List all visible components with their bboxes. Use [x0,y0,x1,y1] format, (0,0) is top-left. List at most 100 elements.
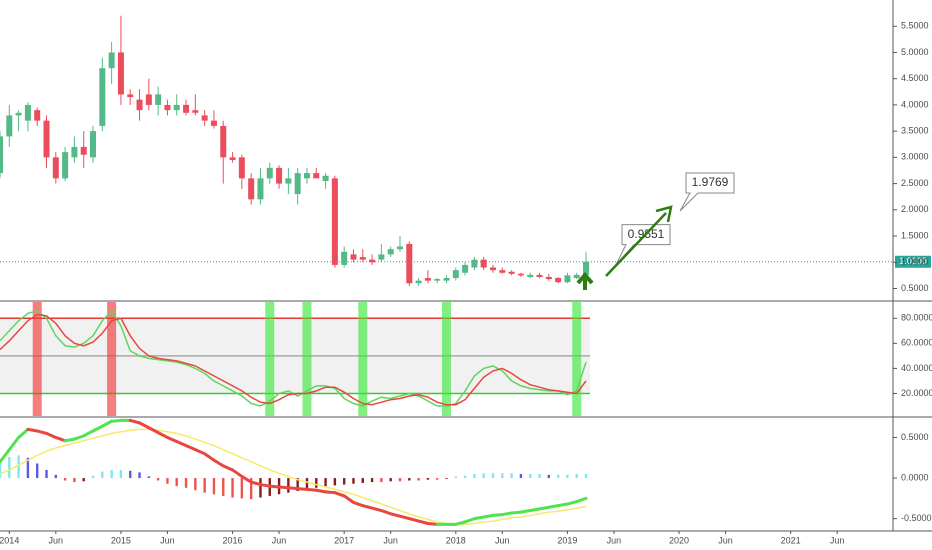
candle-body [285,178,292,184]
y-tick-label: 40.0000 [901,363,932,373]
candle-body [0,136,3,174]
x-tick-label: Jun [160,535,175,545]
macd-segment [398,514,411,521]
signal-bar [302,302,312,416]
histogram-bar [333,478,337,486]
histogram-bar [389,478,392,482]
histogram-bar [370,478,374,483]
macd-segment [268,484,281,489]
candle-body [43,120,50,158]
histogram-bar [0,460,2,479]
macd-segment [454,520,467,526]
macd-segment [463,517,476,524]
x-tick-label: Jun [383,535,398,545]
macd-segment [26,427,39,433]
macd-segment [333,491,346,498]
macd-segment [324,490,337,495]
macd-segment [389,512,402,518]
y-tick-label: 60.0000 [901,338,932,348]
x-tick-label: 2015 [111,535,131,545]
forecast-arrow [605,205,673,277]
y-tick-label: 4.5000 [901,73,929,83]
histogram-bar [194,478,197,491]
x-tick-label: 2014 [0,535,19,545]
macd-segment [231,468,244,478]
histogram-bar [231,478,234,498]
macd-segment [528,507,542,513]
y-tick-label: 4.0000 [901,99,929,109]
candle-body [434,279,441,281]
candle-body [536,274,543,277]
candle-body [331,178,338,265]
x-tick-label: Jun [830,535,845,545]
candle-body [573,274,580,279]
y-tick-label: 20.0000 [901,388,932,398]
signal-bar [265,302,275,416]
macd-segment [17,427,30,439]
x-tick-label: 2020 [669,535,689,545]
candle-body [545,276,552,280]
signal-line [0,428,587,526]
candle-body [15,112,22,116]
histogram-bar [473,474,476,479]
arrow-head [655,205,673,223]
histogram-bar [129,470,132,479]
histogram-bar [342,478,346,485]
histogram-bar [222,478,225,496]
candle-body [462,264,469,273]
candle-body [173,104,180,111]
histogram-bar [426,478,430,480]
x-tick-label: 2017 [334,535,354,545]
histogram-bar [491,473,495,479]
histogram-bar [63,478,67,481]
candle-body [341,251,348,265]
arrow-head [576,271,594,285]
histogram-bar [352,478,355,484]
histogram-bar [287,478,290,493]
histogram-bar [73,478,76,483]
histogram-bar [91,475,95,479]
macd-segment [482,513,495,519]
macd-segment [7,435,21,452]
histogram-bar [296,478,299,492]
buy-arrow [576,271,594,290]
candle-body [201,115,208,121]
histogram-bar [315,478,318,488]
candle-body [490,267,497,271]
macd-segment [314,488,328,494]
x-tick-label: Jun [495,535,510,545]
candle-body [164,104,171,111]
histogram-bar [119,469,123,479]
macd-segment [221,464,235,472]
histogram-bar [26,457,30,479]
last-price-tag [895,255,931,268]
histogram-bar [166,478,169,484]
histogram-bar [519,474,523,479]
y-tick-label: 5.5000 [901,21,929,31]
macd-segment [361,504,374,510]
candle-body [145,94,152,105]
histogram-bar [463,475,467,479]
y-tick-label: 3.5000 [901,126,929,136]
candle-body [443,278,450,281]
candle-body [359,257,366,260]
candle-body [248,178,255,200]
candle-body [471,259,478,268]
histogram-bar [101,471,104,479]
candle-body [452,270,459,279]
macd-segment [0,448,11,464]
macd-segment [193,448,207,456]
y-tick-label: 1.0000 [901,257,929,267]
candle-body [62,152,69,179]
callout-label: 1.9769 [692,175,729,189]
macd-segment [296,487,309,491]
macd-segment [175,440,188,448]
candle-body [257,178,264,200]
x-tick-label: 2016 [223,535,243,545]
macd-segment [426,522,439,526]
macd-segment [110,418,123,423]
candle-body [378,254,385,260]
x-tick-label: Jun [718,535,733,545]
candle-body [108,52,115,69]
